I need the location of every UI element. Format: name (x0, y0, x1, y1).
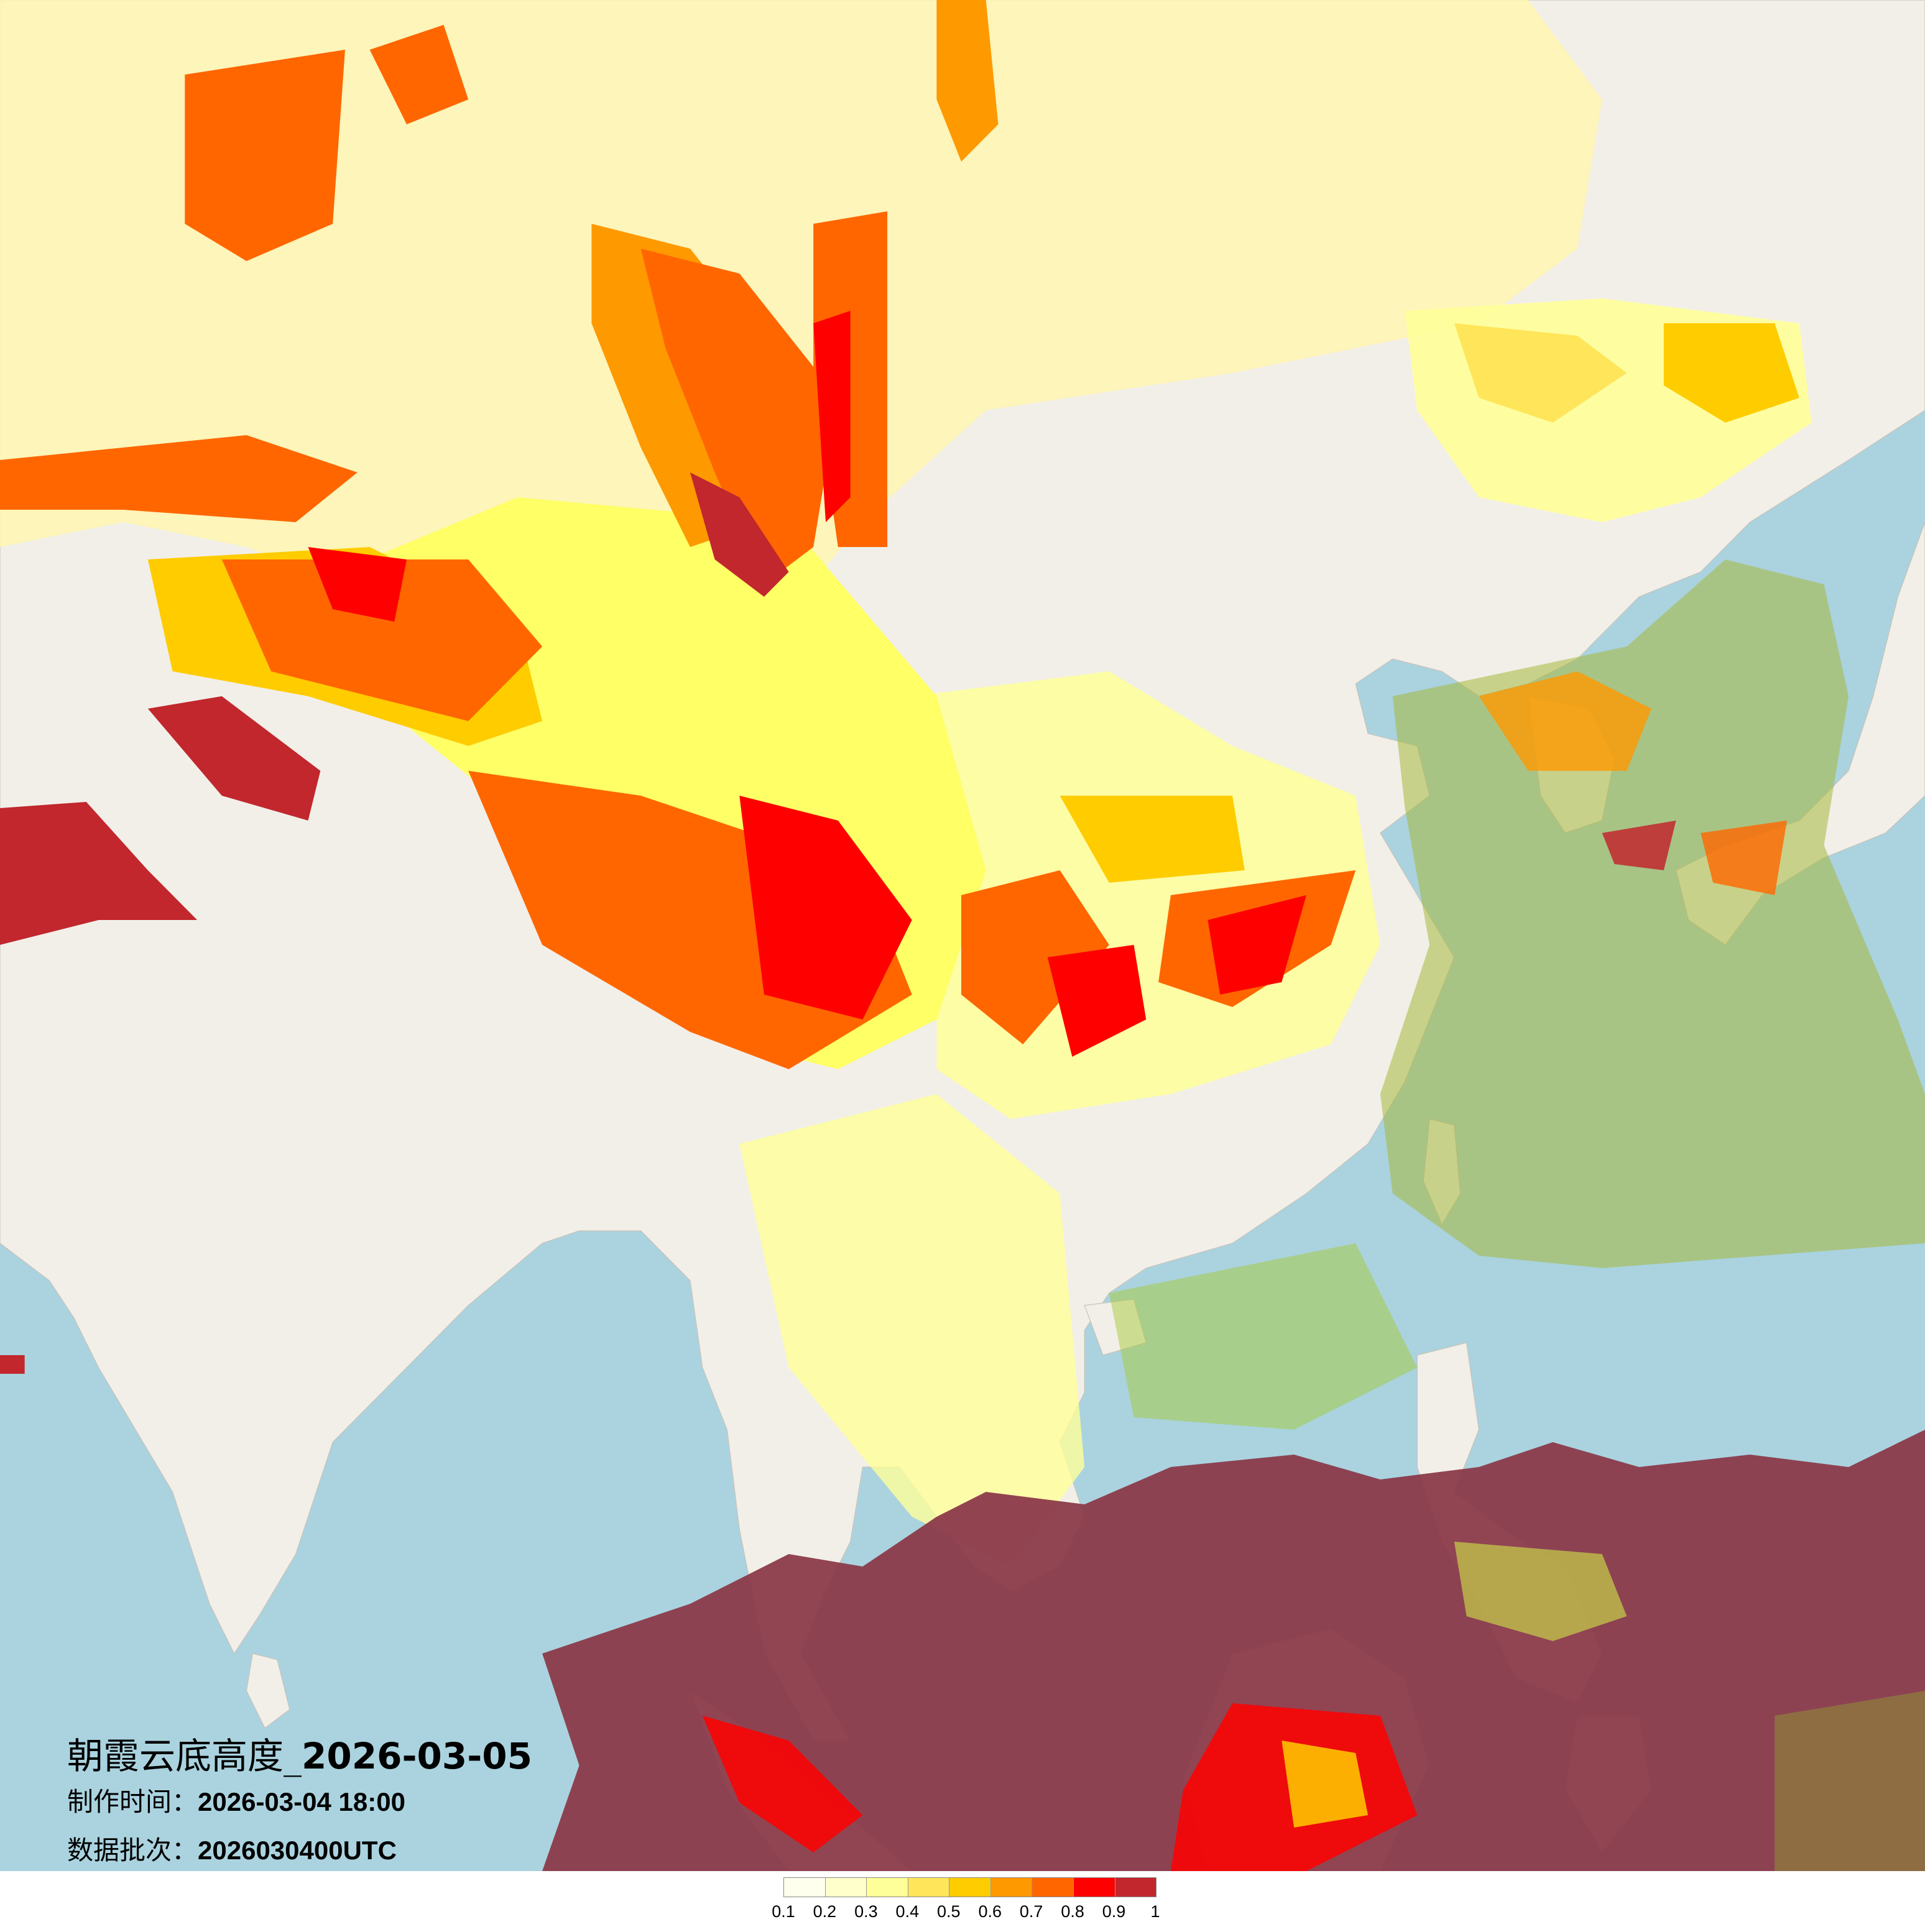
title-block: 朝霞云底高度_2026-03-05 制作时间：2026-03-04 18:00 … (67, 1734, 532, 1875)
legend-swatch (825, 1878, 867, 1897)
sri-lanka (246, 1653, 290, 1729)
title-text: 朝霞云底高度_ (67, 1735, 302, 1777)
production-time-value: 2026-03-04 18:00 (198, 1787, 405, 1816)
data-batch-label: 数据批次： (67, 1835, 198, 1865)
data-batch: 数据批次：2026030400UTC (67, 1826, 532, 1875)
legend-label: 0.7 (1019, 1902, 1043, 1921)
title-date: 2026-03-05 (302, 1735, 533, 1777)
production-time-label: 制作时间： (67, 1787, 198, 1817)
legend-swatch (1032, 1878, 1074, 1897)
legend-label: 0.2 (813, 1902, 837, 1921)
legend-swatch (1115, 1878, 1156, 1897)
legend-swatch (1073, 1878, 1115, 1897)
data-batch-value: 2026030400UTC (198, 1836, 397, 1865)
legend-label: 0.4 (895, 1902, 920, 1921)
legend-bar (783, 1877, 1156, 1897)
legend-label: 0.5 (936, 1902, 961, 1921)
legend-label: 0.3 (854, 1902, 878, 1921)
legend-label: 0.6 (978, 1902, 1002, 1921)
legend-label: 1 (1150, 1902, 1160, 1921)
legend-label: 0.8 (1061, 1902, 1084, 1921)
legend-swatch (990, 1878, 1033, 1897)
legend-labels: 0.1 0.2 0.3 0.4 0.5 0.6 0.7 0.8 0.9 1 (772, 1897, 1181, 1922)
color-legend: 0.1 0.2 0.3 0.4 0.5 0.6 0.7 0.8 0.9 1 (772, 1877, 1181, 1922)
legend-swatch (949, 1878, 991, 1897)
cloud-probability-fields (0, 0, 1925, 1871)
legend-swatch (784, 1878, 826, 1897)
production-time: 制作时间：2026-03-04 18:00 (67, 1778, 532, 1826)
legend-label: 0.1 (772, 1902, 795, 1921)
legend-label: 0.9 (1102, 1902, 1126, 1921)
legend-swatch (867, 1878, 908, 1897)
map-title: 朝霞云底高度_2026-03-05 (67, 1734, 532, 1778)
legend-swatch (908, 1878, 950, 1897)
forecast-map[interactable] (0, 0, 1925, 1871)
